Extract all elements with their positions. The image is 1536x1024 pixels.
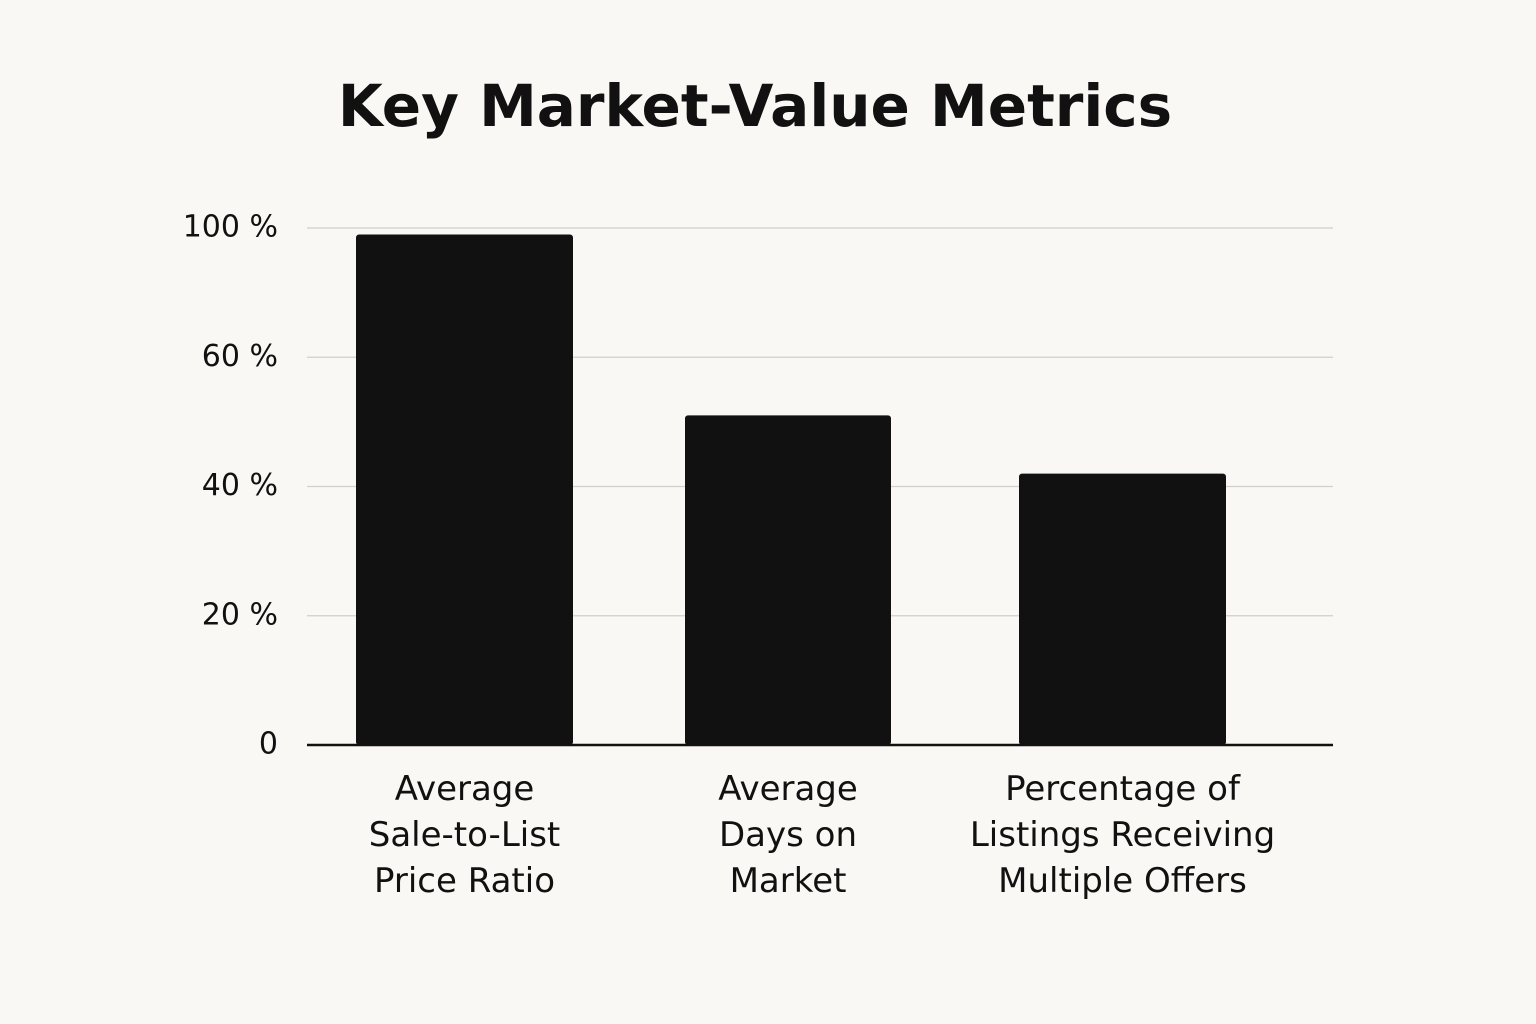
bar	[356, 234, 573, 745]
chart-title: Key Market-Value Metrics	[338, 72, 1172, 140]
y-tick-label: 20 %	[202, 597, 278, 632]
bar	[685, 415, 891, 745]
x-tick-label: Average Days on Market	[718, 769, 858, 901]
x-tick-label: Average Sale-to-List Price Ratio	[368, 769, 561, 901]
y-tick-label: 60 %	[202, 339, 278, 374]
bar	[1019, 473, 1226, 745]
y-tick-label: 100 %	[183, 210, 278, 245]
y-tick-label: 0	[259, 727, 278, 762]
y-tick-label: 40 %	[202, 468, 278, 503]
x-tick-label: Percentage of Listings Receiving Multipl…	[969, 769, 1276, 901]
